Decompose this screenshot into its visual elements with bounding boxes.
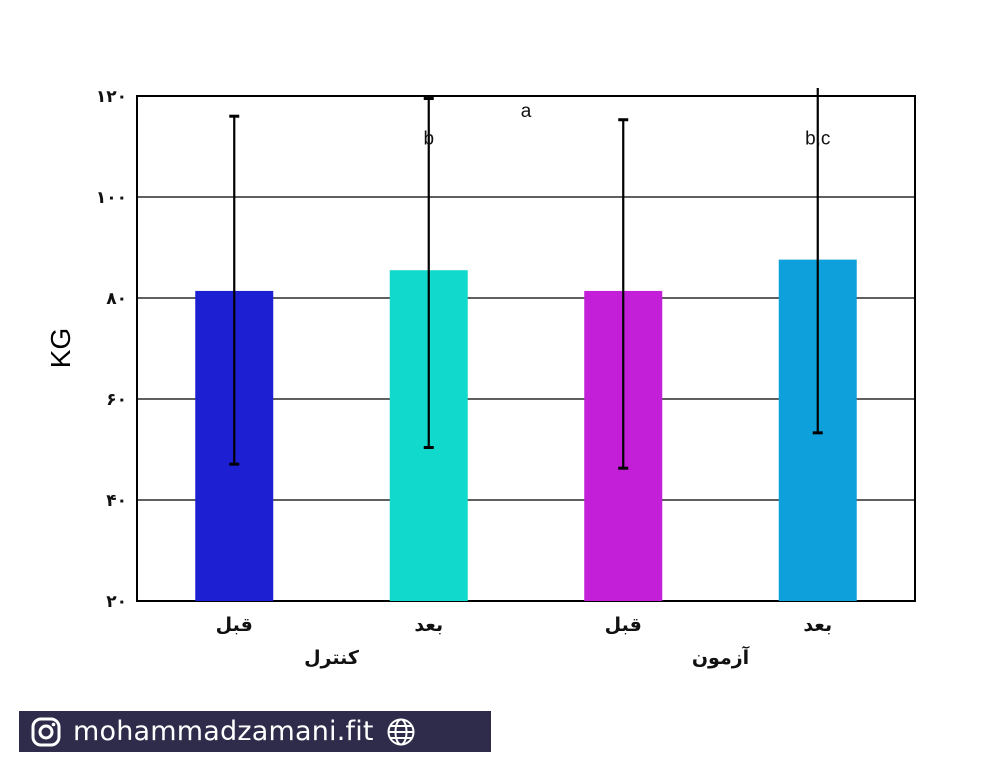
- error-bar: [618, 118, 629, 470]
- watermark-banner: mohammadzamani.fit: [19, 711, 491, 752]
- globe-icon: [387, 718, 415, 745]
- x-tick-label: قبل: [216, 614, 253, 636]
- significance-label: b: [423, 128, 434, 149]
- instagram-icon: [31, 717, 61, 746]
- significance-label: b,c: [805, 128, 830, 149]
- watermark-handle: mohammadzamani.fit: [73, 716, 374, 747]
- y-axis-label: KG: [45, 328, 76, 368]
- y-tick-label: ۴۰: [106, 491, 127, 511]
- error-bar: [812, 88, 823, 435]
- group-label: کنترل: [304, 647, 360, 669]
- y-tick-label: ۶۰: [106, 390, 127, 410]
- x-tick-label: بعد: [414, 614, 443, 636]
- bar-chart: ۲۰ ۴۰ ۶۰ ۸۰ ۱۰۰ ۱۲۰ قبل بعد قبل بعد کنترل آزمون b a…: [45, 87, 916, 669]
- x-tick-label: قبل: [605, 614, 642, 636]
- significance-label: a: [521, 101, 532, 122]
- group-label: آزمون: [692, 645, 750, 669]
- error-bar: [423, 97, 434, 449]
- error-bar: [229, 114, 240, 466]
- plot-frame: [136, 95, 916, 602]
- y-tick-label: ۲۰: [106, 592, 127, 612]
- y-tick-label: ۸۰: [106, 289, 127, 309]
- y-tick-label: ۱۲۰: [96, 87, 127, 107]
- y-tick-label: ۱۰۰: [96, 188, 127, 208]
- x-tick-label: بعد: [803, 614, 832, 636]
